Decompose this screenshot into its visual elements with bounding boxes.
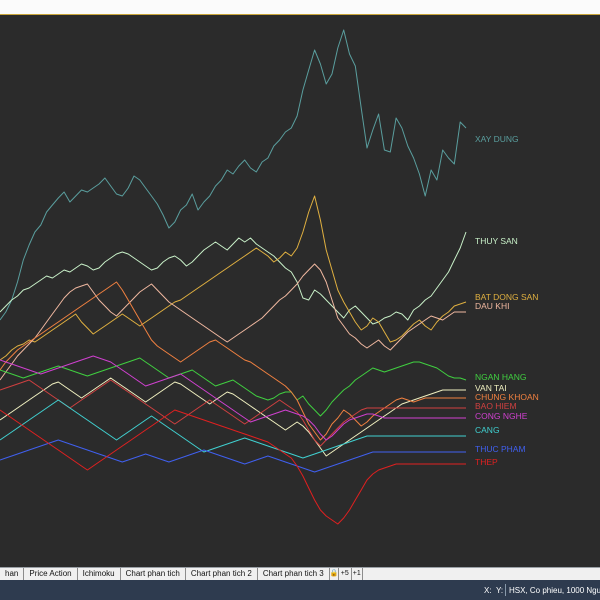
status-bar: X: Y: HSX, Co phieu, 1000 Nguye [0,580,600,600]
series-line-ngan-hang [0,357,467,417]
series-label-cong-nghe: CONG NGHE [475,411,528,421]
series-line-chung-khoan [0,281,466,441]
series-line-van-tai [0,377,466,457]
series-label-van-tai: VAN TAI [475,383,507,393]
series-label-thuc-pham: THUC PHAM [475,444,526,454]
tab-chart-phan-tich-3[interactable]: Chart phan tich 3 [258,568,330,580]
series-line-bao-hiem [0,379,466,447]
series-label-chung-khoan: CHUNG KHOAN [475,392,539,402]
series-line-dau-khi [0,263,466,381]
tab-price-action[interactable]: Price Action [24,568,78,580]
series-label-bat-dong-san: BAT DONG SAN [475,292,538,302]
plus1-button[interactable]: +1 [352,568,363,580]
series-label-dau-khi: DAU KHI [475,301,509,311]
series-line-cong-nghe [0,355,466,441]
series-label-cang: CANG [475,425,500,435]
tab-ichimoku[interactable]: Ichimoku [78,568,121,580]
series-label-thep: THEP [475,457,498,467]
series-line-thep [0,409,466,525]
sheet-tab-bar: han Price Action Ichimoku Chart phan tic… [0,567,600,580]
series-line-bat-dong-san [0,195,467,361]
series-label-bao-hiem: BAO HIEM [475,401,517,411]
series-label-thuy-san: THUY SAN [475,236,518,246]
status-x-label: X: [484,586,492,595]
series-label-xay-dung: XAY DUNG [475,134,519,144]
status-info-text: HSX, Co phieu, 1000 Nguye [509,586,600,595]
tab-bar-fill [362,568,600,580]
series-line-thuy-san [0,231,467,325]
series-line-xay-dung [0,29,467,321]
series-line-cang [0,399,466,459]
series-label-ngan-hang: NGAN HANG [475,372,526,382]
lock-icon[interactable]: 🔒 [330,568,339,580]
plus5-button[interactable]: +5 [339,568,352,580]
tab-chart-phan-tich[interactable]: Chart phan tich [121,568,186,580]
series-line-thuc-pham [0,439,466,473]
top-toolbar-strip [0,0,600,15]
chart-area[interactable]: XAY DUNG THUY SAN BAT DONG SAN DAU KHI NGAN … [0,15,600,567]
status-y-label: Y: [496,586,504,595]
tab-han[interactable]: han [0,568,25,580]
status-divider [505,584,506,596]
tab-chart-phan-tich-2[interactable]: Chart phan tich 2 [186,568,258,580]
